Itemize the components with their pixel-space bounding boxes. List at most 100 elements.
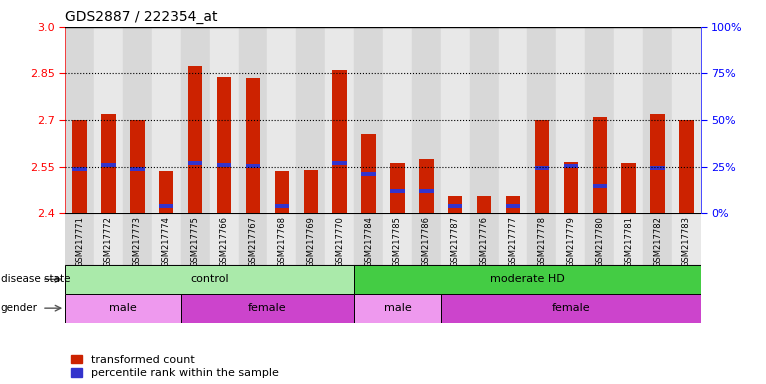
Text: female: female bbox=[248, 303, 286, 313]
Bar bbox=[614, 27, 643, 213]
Bar bbox=[585, 27, 614, 213]
Text: GSM217786: GSM217786 bbox=[422, 216, 430, 267]
FancyBboxPatch shape bbox=[65, 265, 354, 294]
Bar bbox=[528, 213, 556, 265]
Text: GSM217776: GSM217776 bbox=[480, 216, 489, 267]
Bar bbox=[303, 170, 318, 213]
Bar bbox=[383, 213, 412, 265]
Bar bbox=[390, 189, 404, 193]
Text: GSM217785: GSM217785 bbox=[393, 216, 402, 266]
Bar bbox=[72, 167, 87, 171]
Bar bbox=[72, 120, 87, 213]
Bar bbox=[188, 66, 202, 213]
Bar bbox=[585, 213, 614, 265]
Bar bbox=[593, 117, 607, 213]
FancyBboxPatch shape bbox=[354, 294, 440, 323]
Bar bbox=[440, 213, 470, 265]
FancyBboxPatch shape bbox=[440, 294, 701, 323]
Bar bbox=[354, 27, 383, 213]
Bar bbox=[564, 164, 578, 168]
Text: GSM217779: GSM217779 bbox=[566, 216, 575, 266]
Bar bbox=[448, 196, 463, 213]
Text: GSM217787: GSM217787 bbox=[450, 216, 460, 267]
Bar bbox=[440, 27, 470, 213]
Bar bbox=[506, 196, 520, 213]
Bar bbox=[210, 213, 238, 265]
Text: disease state: disease state bbox=[1, 274, 70, 285]
Text: male: male bbox=[109, 303, 137, 313]
Bar bbox=[65, 213, 94, 265]
Text: GSM217775: GSM217775 bbox=[191, 216, 200, 266]
Bar bbox=[419, 189, 434, 193]
Bar bbox=[362, 172, 376, 176]
FancyBboxPatch shape bbox=[354, 265, 701, 294]
Bar bbox=[94, 27, 123, 213]
Bar bbox=[564, 162, 578, 213]
Bar bbox=[65, 27, 94, 213]
Bar bbox=[217, 76, 231, 213]
Bar bbox=[470, 27, 499, 213]
Bar bbox=[101, 162, 116, 167]
Bar bbox=[535, 120, 549, 213]
Bar bbox=[621, 164, 636, 213]
Bar bbox=[130, 120, 145, 213]
Text: male: male bbox=[384, 303, 411, 313]
Bar bbox=[535, 166, 549, 170]
Bar bbox=[672, 27, 701, 213]
Bar bbox=[152, 27, 181, 213]
Text: GDS2887 / 222354_at: GDS2887 / 222354_at bbox=[65, 10, 218, 25]
Bar bbox=[267, 213, 296, 265]
Bar bbox=[123, 213, 152, 265]
FancyBboxPatch shape bbox=[65, 294, 181, 323]
Bar bbox=[181, 27, 210, 213]
Bar bbox=[275, 204, 289, 209]
Text: female: female bbox=[552, 303, 590, 313]
Bar bbox=[556, 27, 585, 213]
Bar bbox=[362, 134, 376, 213]
Text: GSM217769: GSM217769 bbox=[306, 216, 316, 266]
Text: GSM217766: GSM217766 bbox=[220, 216, 228, 267]
Bar bbox=[499, 27, 528, 213]
Bar bbox=[470, 213, 499, 265]
Bar bbox=[332, 70, 347, 213]
Bar bbox=[296, 213, 326, 265]
Bar bbox=[679, 120, 694, 213]
Text: GSM217784: GSM217784 bbox=[364, 216, 373, 266]
Bar bbox=[383, 27, 412, 213]
Bar bbox=[643, 213, 672, 265]
Bar bbox=[238, 27, 267, 213]
Bar bbox=[246, 164, 260, 168]
Bar bbox=[650, 114, 665, 213]
Text: GSM217780: GSM217780 bbox=[595, 216, 604, 266]
Bar bbox=[354, 213, 383, 265]
Bar bbox=[593, 184, 607, 188]
Bar bbox=[130, 167, 145, 171]
Text: GSM217767: GSM217767 bbox=[248, 216, 257, 267]
Bar bbox=[152, 213, 181, 265]
Bar bbox=[94, 213, 123, 265]
Bar bbox=[332, 161, 347, 165]
Text: gender: gender bbox=[1, 303, 38, 313]
Text: control: control bbox=[190, 274, 229, 285]
Bar bbox=[188, 161, 202, 165]
Bar bbox=[556, 213, 585, 265]
FancyBboxPatch shape bbox=[181, 294, 354, 323]
Text: GSM217768: GSM217768 bbox=[277, 216, 286, 267]
Text: GSM217778: GSM217778 bbox=[538, 216, 546, 267]
Bar bbox=[412, 213, 440, 265]
Bar bbox=[672, 213, 701, 265]
Bar bbox=[159, 204, 173, 209]
Text: GSM217782: GSM217782 bbox=[653, 216, 662, 266]
Text: GSM217783: GSM217783 bbox=[682, 216, 691, 267]
Text: GSM217770: GSM217770 bbox=[336, 216, 344, 266]
Legend: transformed count, percentile rank within the sample: transformed count, percentile rank withi… bbox=[70, 355, 279, 379]
Text: GSM217773: GSM217773 bbox=[133, 216, 142, 267]
Bar bbox=[650, 166, 665, 170]
Bar bbox=[499, 213, 528, 265]
Text: GSM217781: GSM217781 bbox=[624, 216, 633, 266]
Bar bbox=[614, 213, 643, 265]
Bar bbox=[477, 196, 491, 213]
Bar bbox=[412, 27, 440, 213]
Bar bbox=[246, 78, 260, 213]
Bar bbox=[238, 213, 267, 265]
